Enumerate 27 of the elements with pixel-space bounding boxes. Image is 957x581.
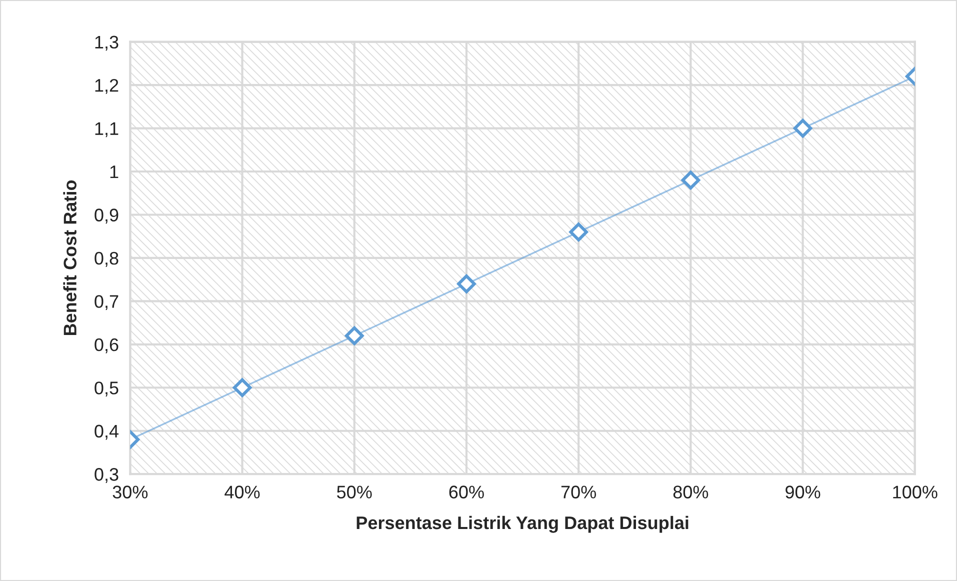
point	[681, 170, 700, 190]
y-tick-label: 0,5	[94, 382, 118, 396]
y-tick-label: 0,4	[94, 424, 119, 440]
point	[344, 326, 364, 346]
x-tick-label: 70%	[561, 486, 596, 498]
y-axis-title: Benefit Cost Ratio	[63, 180, 76, 335]
x-tick-label: 60%	[449, 486, 484, 498]
x-axis-title: Persentase Listrik Yang Dapat Disuplai	[356, 516, 688, 533]
x-tick-label: 40%	[224, 486, 260, 498]
point	[569, 222, 588, 242]
point	[457, 274, 476, 294]
x-tick-label: 30%	[112, 486, 148, 498]
x-tick-label: 90%	[786, 486, 820, 498]
y-tick-label: 1,1	[95, 122, 118, 138]
y-tick-label: 0,6	[94, 338, 118, 354]
x-tick-label: 80%	[673, 486, 708, 498]
y-tick-label: 0,3	[94, 468, 118, 483]
x-tick-label: 100%	[893, 486, 938, 498]
y-tick-label: 0,7	[94, 295, 118, 310]
point	[232, 378, 252, 398]
y-tick-label: 1,2	[95, 78, 118, 94]
y-tick-label: 1,3	[95, 36, 118, 51]
y-tick-label: 0,9	[94, 208, 118, 224]
y-tick-label: 1	[110, 166, 118, 178]
y-tick-label: 0,8	[94, 252, 118, 267]
x-tick-label: 50%	[337, 486, 372, 498]
point	[793, 118, 812, 138]
